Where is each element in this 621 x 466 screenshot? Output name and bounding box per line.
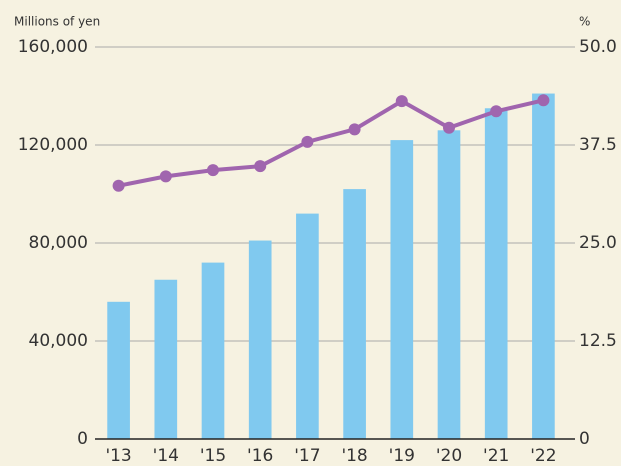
x-tick-label: '17 [294,446,320,466]
line-point [490,105,503,118]
line-point [159,170,172,183]
bar [532,93,555,440]
bar [484,108,508,439]
y2-tick-label: 0 [579,429,590,449]
x-tick-label: '20 [436,446,462,466]
bar [107,301,130,439]
line-point [443,121,455,134]
y2-tick-label: 50.0 [579,37,617,57]
bar [154,279,178,439]
y2-tick-label: 12.5 [579,331,617,351]
line-point [348,123,361,136]
bar [201,262,225,439]
y2-axis-label: % [579,15,590,29]
x-tick-label: '15 [200,446,226,466]
line [118,98,544,188]
x-tick-label: '21 [483,446,509,466]
line-point [254,160,267,173]
x-tick-label: '18 [341,446,367,466]
bar [343,189,366,439]
x-tick-label: '16 [247,446,273,466]
line-point [207,164,219,177]
line-point [395,95,408,108]
x-tick-label: '19 [389,446,415,466]
y-tick-label: 40,000 [29,331,88,351]
bar [390,140,414,439]
y2-tick-label: 25.0 [579,233,617,253]
x-tick-label: '13 [105,446,131,466]
bar [248,240,272,439]
y-axis-label: Millions of yen [14,15,100,29]
y-tick-label: 80,000 [29,233,88,253]
y2-tick-label: 37.5 [579,135,617,155]
y-tick-label: 160,000 [18,37,88,57]
x-tick-label: '22 [530,446,556,466]
bar [437,130,461,440]
line-point [537,94,550,107]
x-tick-label: '14 [153,446,179,466]
y-tick-label: 120,000 [18,135,88,155]
bar [296,213,319,439]
line-point [112,179,125,192]
line-point [301,135,314,148]
y-tick-label: 0 [77,429,88,449]
